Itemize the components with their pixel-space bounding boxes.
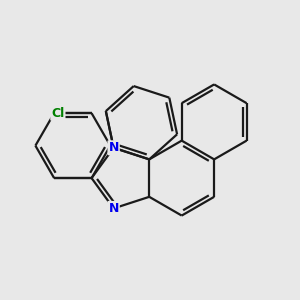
Text: Cl: Cl: [51, 107, 64, 120]
Text: N: N: [108, 202, 119, 215]
Text: N: N: [108, 141, 119, 154]
